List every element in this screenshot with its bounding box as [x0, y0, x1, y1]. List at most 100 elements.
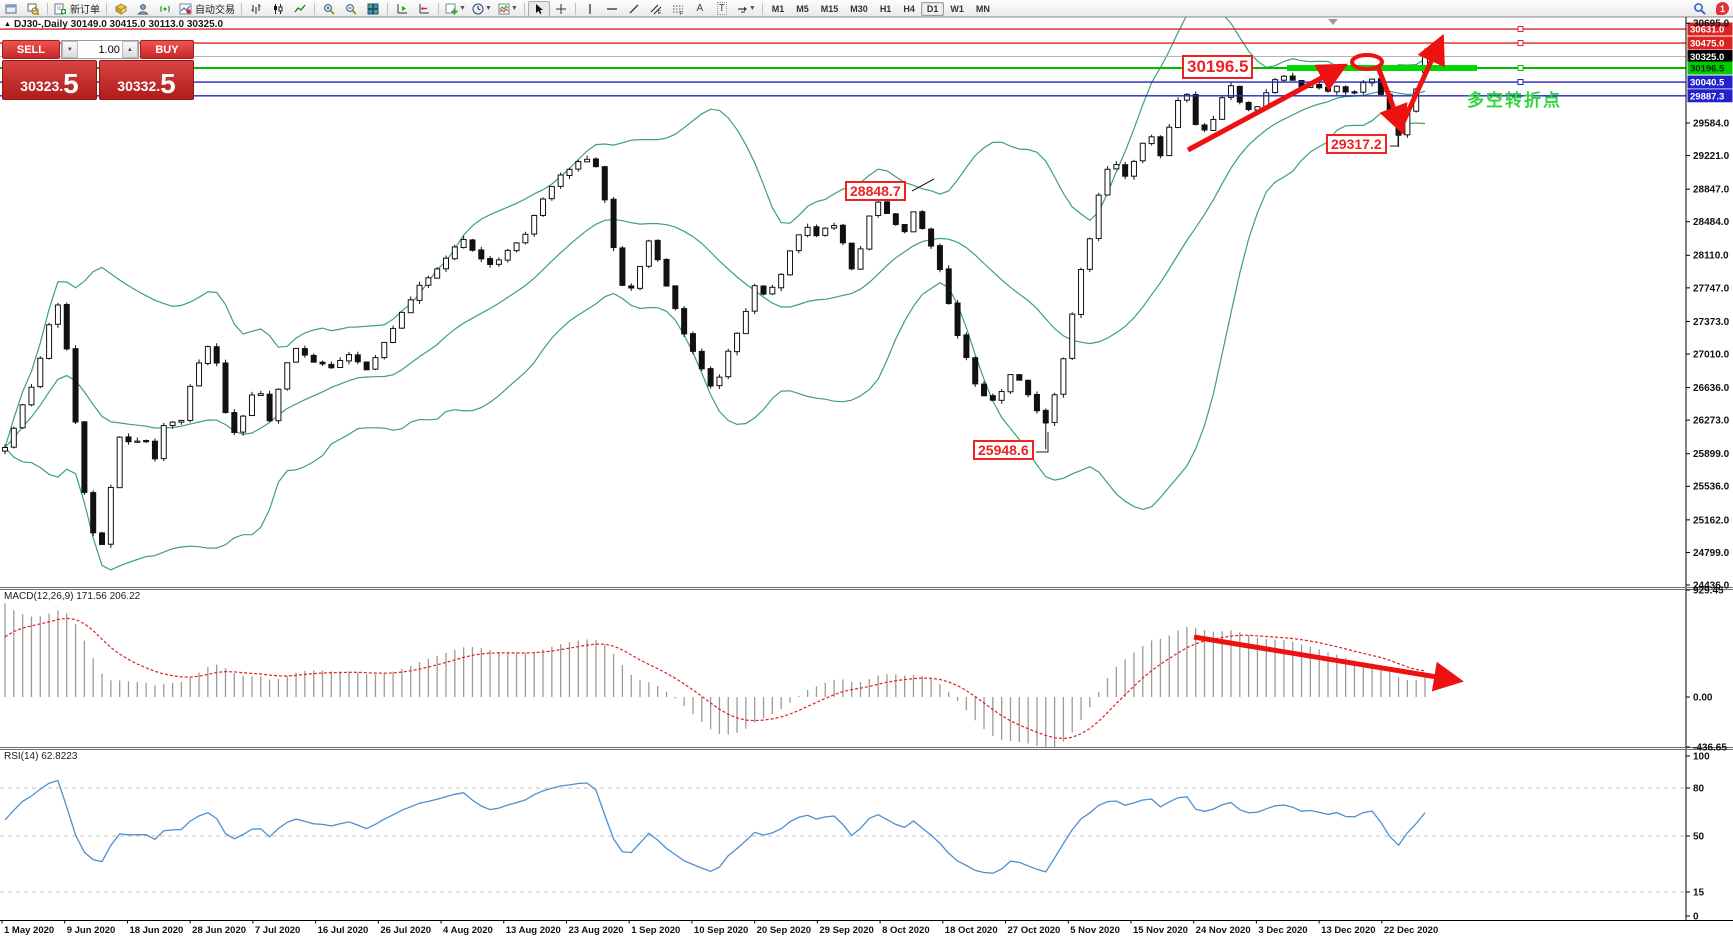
autotrading-button[interactable]: 自动交易 [176, 1, 238, 17]
trend-arrow[interactable] [1375, 66, 1408, 136]
chart-title: ▲ DJ30-,Daily 30149.0 30415.0 30113.0 303… [4, 19, 223, 30]
axes-layer: 30695.0 29584.0 29221.0 28847.0 28484.0 28110… [0, 16, 1733, 922]
svg-text:18 Jun 2020: 18 Jun 2020 [129, 925, 183, 936]
svg-text:23 Aug 2020: 23 Aug 2020 [568, 925, 623, 936]
cursor-icon[interactable] [527, 0, 550, 17]
svg-text:18 Oct 2020: 18 Oct 2020 [945, 925, 998, 936]
main-toolbar: 新订单 自动交易 [0, 0, 1733, 18]
turning-point-annotation[interactable]: 多空转折点 [1467, 91, 1562, 110]
svg-text:24436.0: 24436.0 [1693, 580, 1730, 591]
zoom-in-icon[interactable] [318, 1, 340, 17]
annotation-drawings-layer [911, 33, 1464, 692]
template-button[interactable]: ▼ [495, 1, 521, 17]
buy-price-panel[interactable]: 30332. 5 [99, 60, 194, 100]
annotation-mid-level-price[interactable]: 28848.7 [845, 181, 906, 201]
line-handle[interactable] [1517, 79, 1524, 86]
period-button[interactable]: ▼ [469, 1, 495, 17]
crosshair-icon[interactable] [550, 1, 572, 17]
market-watch-icon[interactable] [110, 1, 132, 17]
line-chart-type-icon[interactable] [289, 1, 311, 17]
search-icon[interactable] [1688, 1, 1710, 17]
volume-decrease-button[interactable]: ▼ [61, 41, 78, 58]
trendline-tool-icon[interactable] [623, 1, 645, 17]
timeframe-m30[interactable]: M30 [850, 3, 868, 14]
svg-text:26636.0: 26636.0 [1693, 383, 1730, 394]
timeframe-h1[interactable]: H1 [879, 3, 892, 14]
svg-text:30631.0: 30631.0 [1690, 25, 1724, 36]
line-handle[interactable] [1517, 65, 1524, 72]
window-icon[interactable] [0, 1, 22, 17]
timeframe-m1[interactable]: M1 [771, 3, 785, 14]
timeframe-mn[interactable]: MN [975, 3, 990, 14]
volume-increase-button[interactable]: ▲ [121, 41, 138, 58]
svg-text:28110.0: 28110.0 [1693, 251, 1729, 262]
annotation-resistance-price[interactable]: 30196.5 [1182, 55, 1254, 79]
annotation-december-dip-price[interactable]: 29317.2 [1326, 134, 1387, 154]
fibonacci-tool-icon[interactable]: F [667, 1, 689, 17]
volume-input[interactable] [77, 41, 122, 58]
trend-arrow[interactable] [1193, 634, 1464, 692]
channel-tool-icon[interactable]: E [645, 1, 667, 17]
timeframe-w1[interactable]: W1 [950, 3, 964, 14]
timeframe-m15[interactable]: M15 [820, 3, 839, 14]
shapes-dropdown-icon[interactable]: ▼ [733, 1, 759, 17]
svg-text:13 Dec 2020: 13 Dec 2020 [1321, 925, 1375, 936]
svg-text:25162.0: 25162.0 [1693, 515, 1730, 526]
buy-button[interactable]: BUY [139, 40, 194, 59]
line-handle[interactable] [1517, 40, 1524, 47]
svg-text:27010.0: 27010.0 [1693, 349, 1730, 360]
trend-arrow[interactable] [1398, 33, 1445, 129]
chart-preview-icon[interactable] [22, 1, 44, 17]
resistance-highlight-bar[interactable] [1287, 65, 1477, 72]
scroll-to-end-marker [1328, 19, 1338, 25]
date-axis-layer[interactable]: 1 May 2020 9 Jun 2020 18 Jun 2020 28 Jun 20… [1, 920, 1438, 936]
chart-shift-icon[interactable] [413, 1, 435, 17]
text-tool-icon[interactable]: A [696, 3, 704, 14]
label-tool-icon[interactable]: T [716, 2, 727, 15]
zoom-out-icon[interactable] [340, 1, 362, 17]
svg-text:13 Aug 2020: 13 Aug 2020 [506, 925, 561, 936]
symbol-marker-icon: ▲ [4, 21, 11, 28]
sell-price-panel[interactable]: 30323. 5 [2, 60, 97, 100]
highlight-ellipse[interactable] [1350, 53, 1384, 71]
price-tag: 30196.5 [1687, 61, 1733, 75]
svg-text:28847.0: 28847.0 [1693, 185, 1730, 196]
notification-badge[interactable]: 1 [1716, 2, 1729, 15]
toolbar-separator [523, 2, 525, 15]
svg-text:F: F [679, 11, 682, 15]
svg-text:10 Sep 2020: 10 Sep 2020 [694, 925, 748, 936]
timeframe-d1[interactable]: D1 [920, 1, 945, 16]
svg-text:20 Sep 2020: 20 Sep 2020 [757, 925, 811, 936]
svg-text:27 Oct 2020: 27 Oct 2020 [1008, 925, 1061, 936]
signal-icon[interactable] [154, 1, 176, 17]
svg-text:0.00: 0.00 [1693, 692, 1713, 703]
navigator-icon[interactable] [132, 1, 154, 17]
timeframe-h4[interactable]: H4 [903, 3, 915, 14]
trend-arrow[interactable] [1186, 63, 1348, 153]
line-handle[interactable] [1517, 26, 1524, 33]
candlestick-chart-type-icon[interactable] [267, 1, 289, 17]
svg-text:4 Aug 2020: 4 Aug 2020 [443, 925, 493, 936]
new-order-button[interactable]: 新订单 [51, 1, 103, 17]
svg-text:22 Dec 2020: 22 Dec 2020 [1384, 925, 1438, 936]
rsi-indicator-label: RSI(14) 62.8223 [4, 751, 78, 762]
auto-scroll-icon[interactable] [391, 1, 413, 17]
new-order-label: 新订单 [70, 5, 100, 16]
svg-text:30040.5: 30040.5 [1690, 78, 1725, 89]
horizontal-line-tool-icon[interactable] [601, 1, 623, 17]
annotation-october-low-price[interactable]: 25948.6 [973, 440, 1034, 460]
vertical-line-tool-icon[interactable] [579, 1, 601, 17]
svg-text:9 Jun 2020: 9 Jun 2020 [67, 925, 116, 936]
timeframe-m5[interactable]: M5 [796, 3, 809, 14]
bar-chart-type-icon[interactable] [245, 1, 267, 17]
svg-text:28484.0: 28484.0 [1693, 217, 1730, 228]
svg-text:27747.0: 27747.0 [1693, 283, 1730, 294]
sell-button[interactable]: SELL [2, 40, 60, 59]
svg-text:5 Nov 2020: 5 Nov 2020 [1070, 925, 1120, 936]
toolbar-separator [574, 2, 576, 15]
tile-windows-icon[interactable] [362, 1, 384, 17]
svg-text:29887.3: 29887.3 [1690, 91, 1724, 102]
new-chart-button[interactable]: ▼ [442, 1, 469, 17]
